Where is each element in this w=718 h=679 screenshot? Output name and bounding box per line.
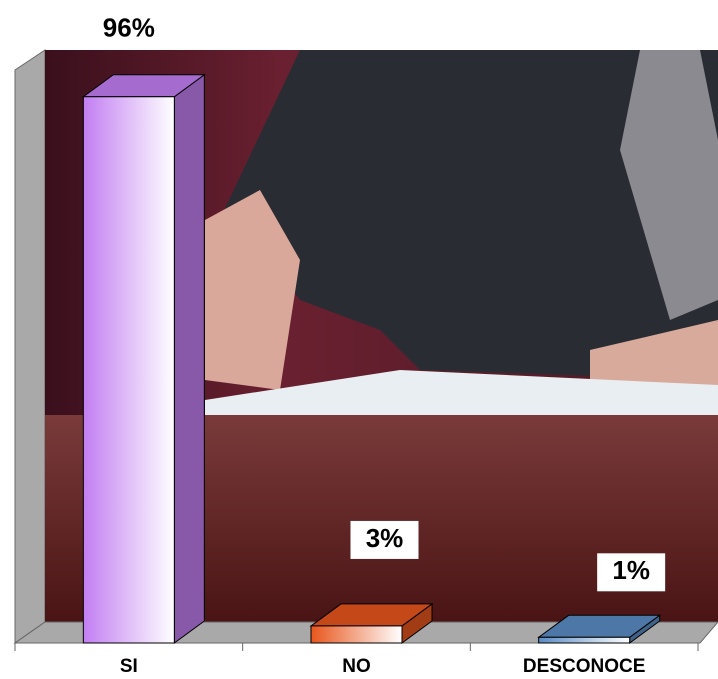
bar [82, 96, 175, 644]
bar [310, 625, 403, 644]
tie [620, 50, 718, 320]
x-tick-label: NO [342, 656, 371, 677]
bar [538, 636, 631, 644]
value-label: 3% [366, 523, 404, 553]
hand [205, 190, 300, 390]
side-wall [14, 49, 46, 644]
label-box [350, 520, 419, 559]
hand [590, 320, 718, 385]
label-box [94, 10, 163, 49]
bar-side [173, 73, 205, 644]
label-box [597, 553, 666, 592]
paper [205, 370, 718, 415]
x-tick-label: SI [120, 656, 138, 677]
x-tick-label: DESCONOCE [523, 656, 645, 677]
value-label: 1% [612, 555, 650, 585]
value-label: 96% [103, 13, 155, 43]
suit [210, 50, 718, 380]
